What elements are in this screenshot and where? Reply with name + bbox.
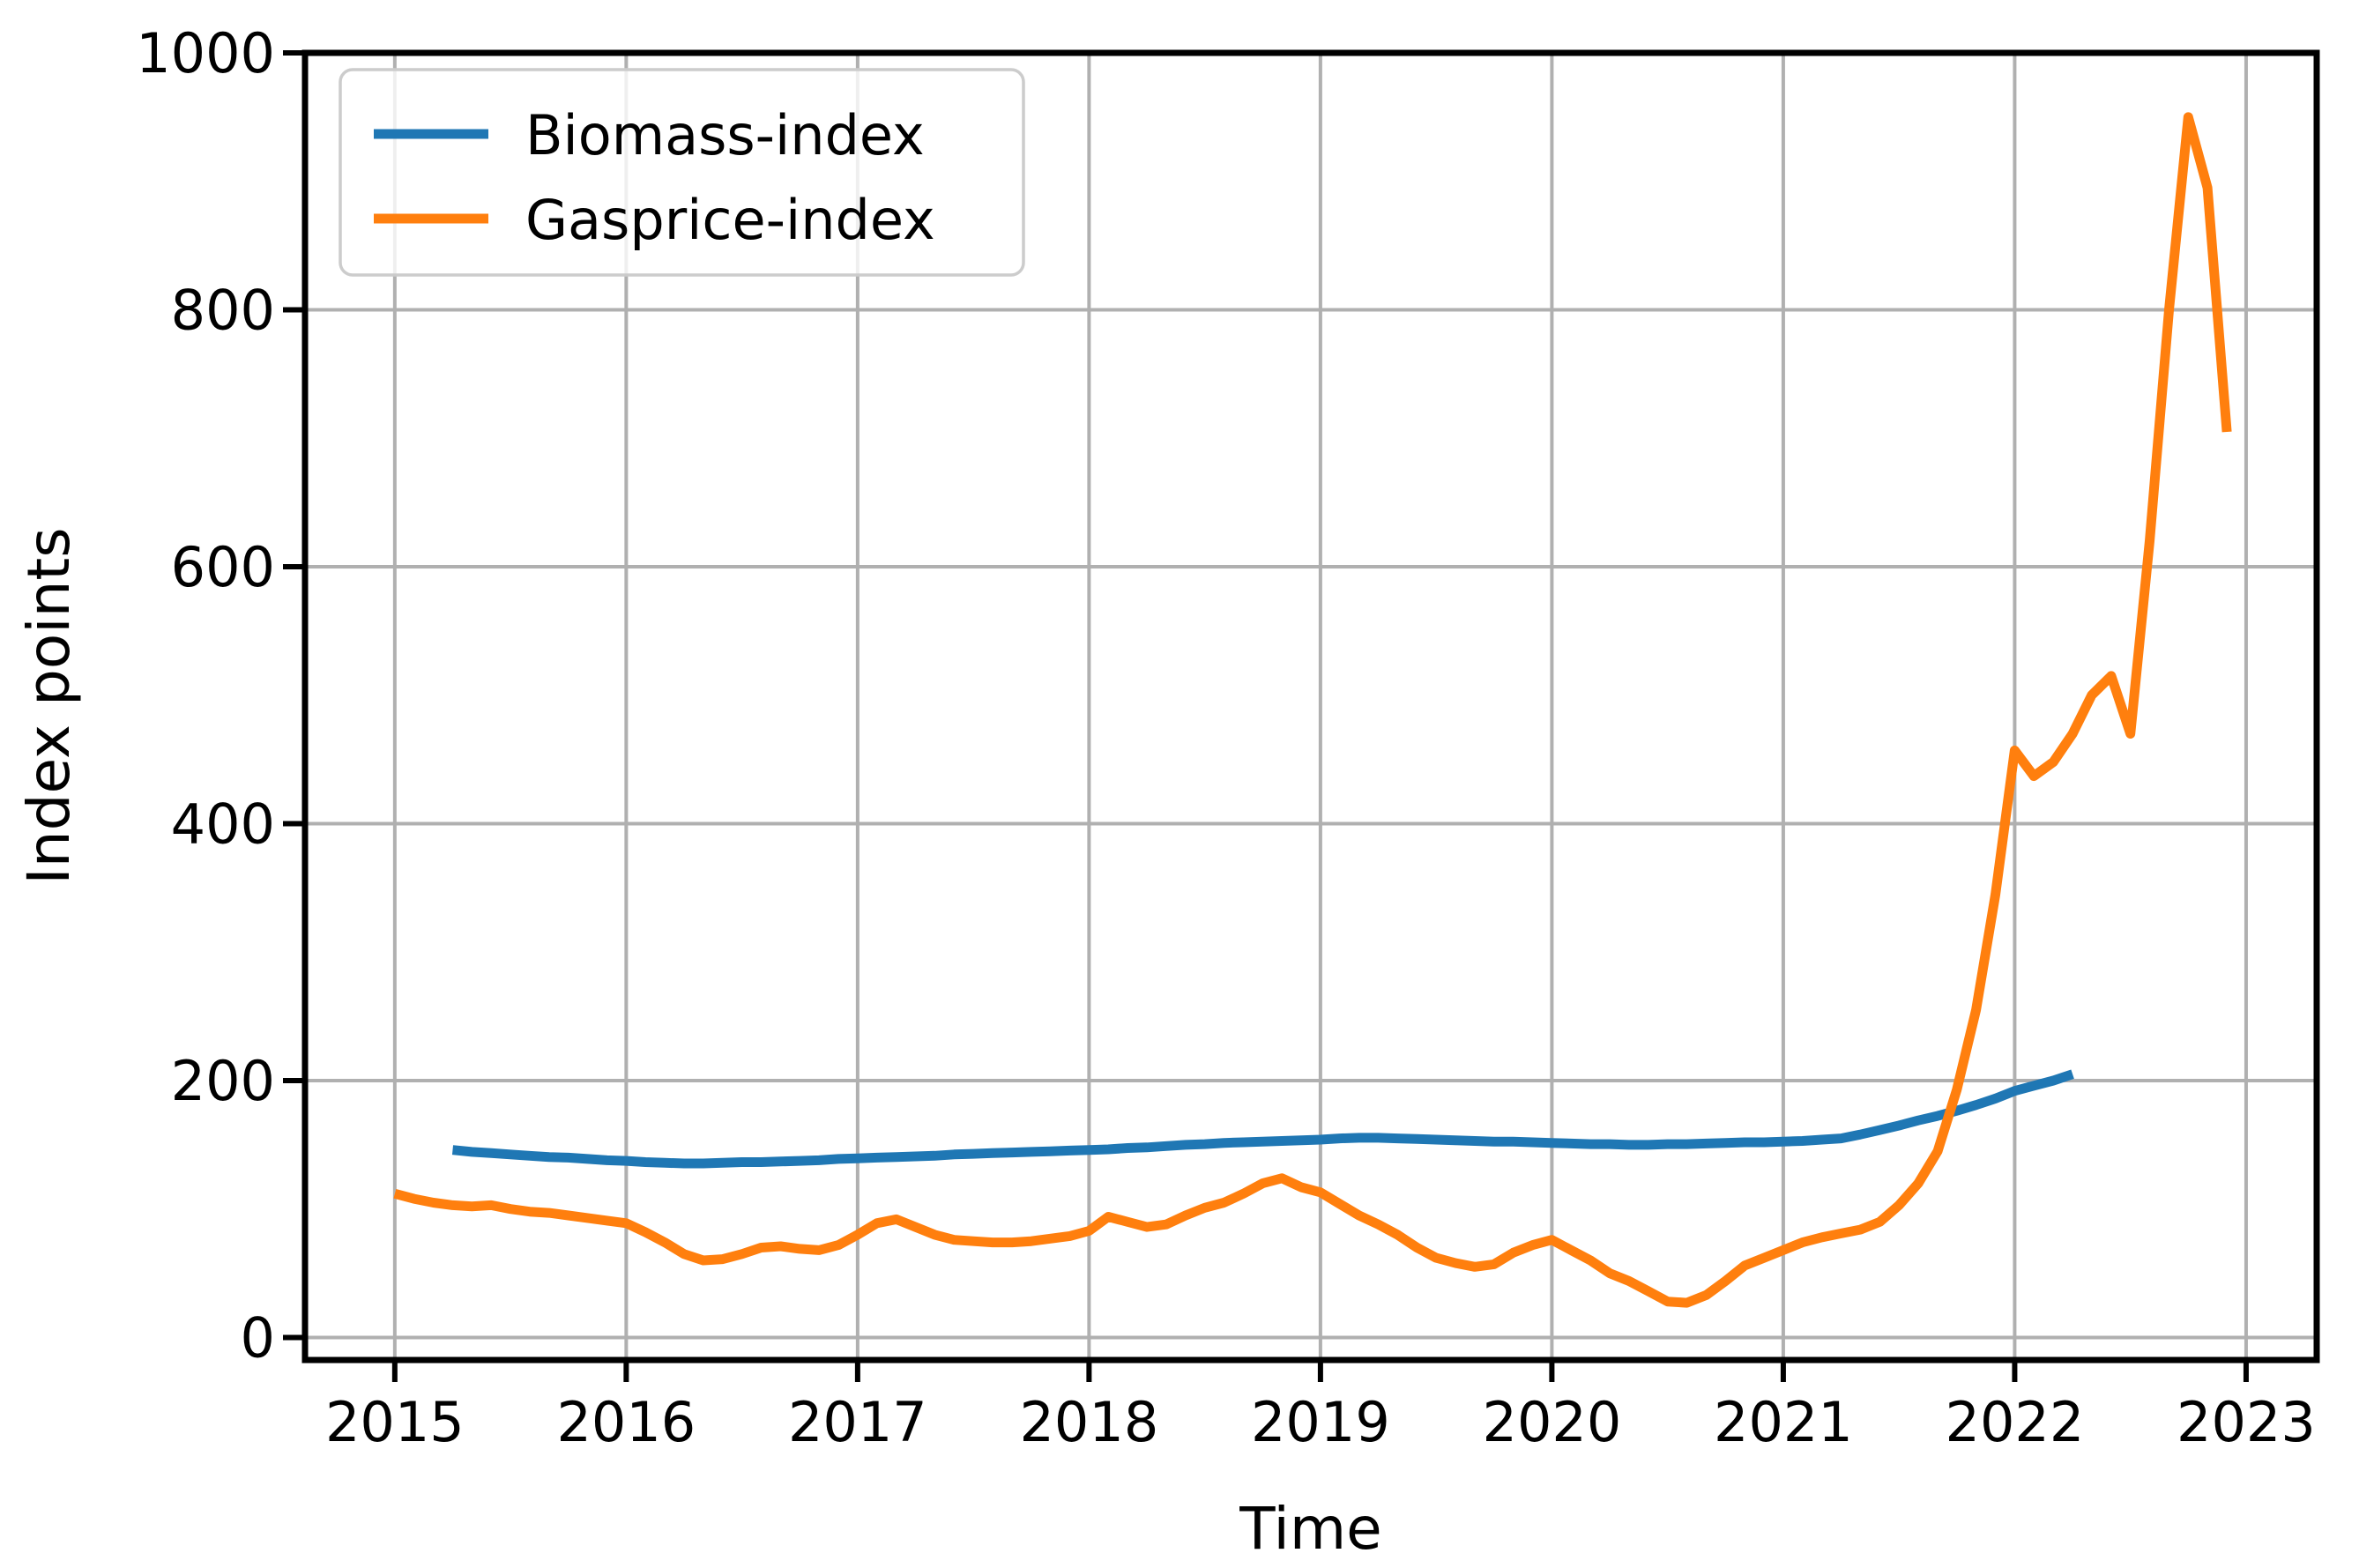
x-tick-label: 2020 <box>1483 1390 1622 1454</box>
y-tick-label: 400 <box>171 791 275 856</box>
legend-label-gasprice-index: Gasprice-index <box>525 188 935 252</box>
series-line-gasprice-index <box>393 112 2232 1308</box>
data-series <box>393 112 2232 1308</box>
x-tick-label: 2021 <box>1714 1390 1853 1454</box>
plot-area-border <box>301 49 2320 1364</box>
y-tick-label: 600 <box>171 535 275 599</box>
axis-ticks <box>283 50 2249 1382</box>
x-axis-label: Time <box>1239 1495 1382 1563</box>
y-tick-label: 1000 <box>136 21 275 85</box>
y-tick-label: 200 <box>171 1049 275 1113</box>
x-tick-label: 2019 <box>1251 1390 1390 1454</box>
x-tick-label: 2016 <box>556 1390 696 1454</box>
x-tick-label: 2017 <box>788 1390 927 1454</box>
legend-box <box>339 68 1025 277</box>
x-tick-label: 2015 <box>325 1390 465 1454</box>
legend-label-biomass-index: Biomass-index <box>525 103 925 167</box>
x-tick-label: 2023 <box>2177 1390 2316 1454</box>
y-tick-label: 0 <box>241 1305 275 1370</box>
x-tick-label: 2018 <box>1019 1390 1158 1454</box>
series-line-biomass-index <box>451 1069 2074 1169</box>
y-tick-label: 800 <box>171 278 275 342</box>
y-axis-label: Index points <box>15 527 83 884</box>
legend: Biomass-index Gasprice-index <box>339 68 1025 277</box>
axis-tick-labels: 2015 2016 2017 2018 2019 2020 2021 2022 2023 0 200… <box>136 21 2316 1454</box>
x-tick-label: 2022 <box>1946 1390 2085 1454</box>
